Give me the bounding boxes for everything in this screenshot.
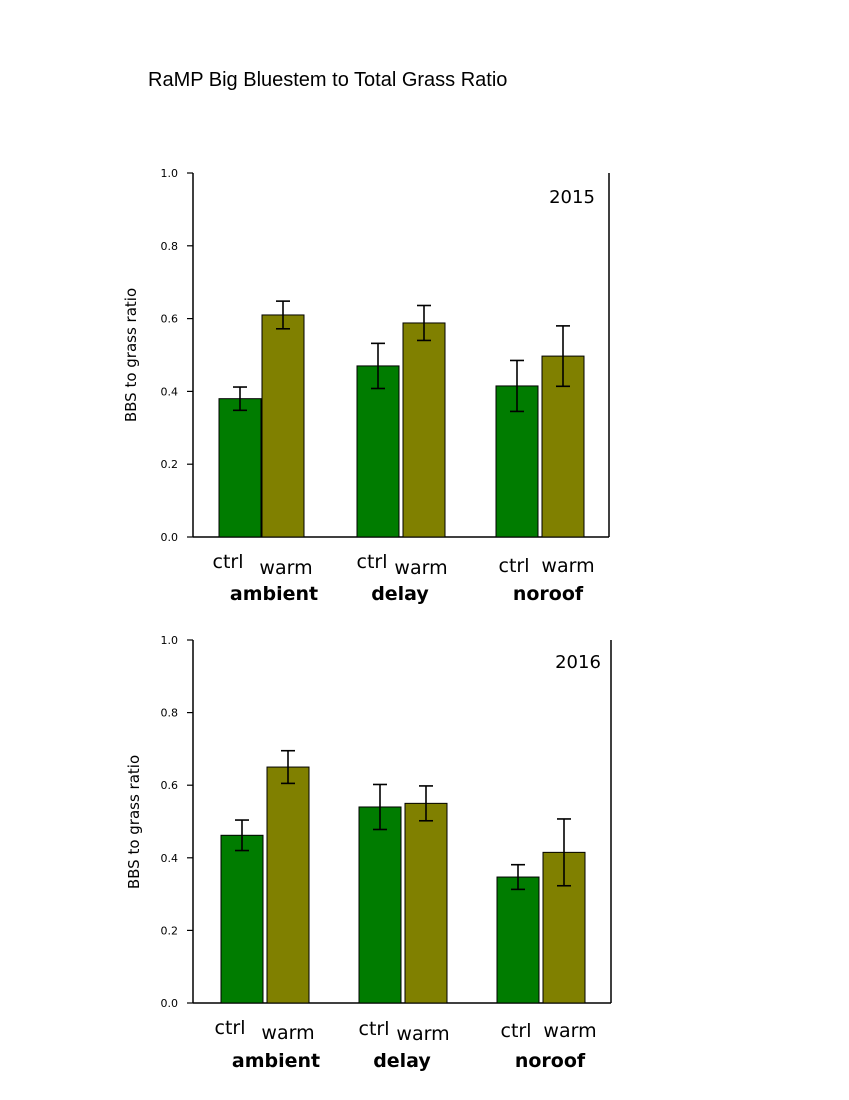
y-tick-label: 1.0 xyxy=(161,634,179,647)
x-group-label-noroof: noroof xyxy=(515,1050,586,1072)
x-sublabel-warm: warm xyxy=(259,557,312,579)
panel-year-label: 2016 xyxy=(555,652,601,673)
chart-panel-2016: 0.0 0.2 0.4 0.6 0.8 1.0 BBS to grass ratio 2016… xyxy=(125,634,612,1072)
x-group-label-noroof: noroof xyxy=(513,583,584,605)
panel-year-label: 2015 xyxy=(549,187,595,208)
y-tick-label: 0.4 xyxy=(161,385,179,398)
bar-ambient-warm xyxy=(266,766,310,1004)
chart-panel-2015: 0.0 0.2 0.4 0.6 0.8 1.0 BBS to grass ratio 2015… xyxy=(122,167,610,605)
x-sublabel-warm: warm xyxy=(261,1022,314,1044)
chart-title: RaMP Big Bluestem to Total Grass Ratio xyxy=(148,69,507,91)
y-axis-label: BBS to grass ratio xyxy=(122,288,140,422)
y-tick-label: 1.0 xyxy=(161,167,179,180)
bar-ambient-ctrl xyxy=(218,398,262,538)
y-tick-label: 0.0 xyxy=(161,997,179,1010)
bar-ambient-warm xyxy=(261,314,305,538)
x-group-label-ambient: ambient xyxy=(232,1050,320,1072)
bar-noroof-ctrl xyxy=(496,876,540,1004)
bar-delay-ctrl xyxy=(358,806,402,1004)
y-tick-label: 0.8 xyxy=(161,240,179,253)
x-sublabel-ctrl: ctrl xyxy=(359,1018,390,1040)
x-sublabel-ctrl: ctrl xyxy=(501,1020,532,1042)
x-group-label-delay: delay xyxy=(371,583,429,605)
x-sublabel-ctrl: ctrl xyxy=(357,551,388,573)
y-tick-label: 0.6 xyxy=(161,779,179,792)
y-tick-label: 0.4 xyxy=(161,852,179,865)
bar-ambient-ctrl xyxy=(220,834,264,1004)
x-sublabel-warm: warm xyxy=(543,1020,596,1042)
bar-delay-ctrl xyxy=(356,365,400,538)
y-tick-label: 0.6 xyxy=(161,313,179,326)
x-sublabel-ctrl: ctrl xyxy=(215,1017,246,1039)
x-sublabel-warm: warm xyxy=(394,557,447,579)
x-group-label-delay: delay xyxy=(373,1050,431,1072)
bar-delay-warm xyxy=(404,802,448,1004)
y-tick-label: 0.0 xyxy=(161,531,179,544)
y-tick-label: 0.2 xyxy=(161,924,179,937)
x-group-label-ambient: ambient xyxy=(230,583,318,605)
x-sublabel-warm: warm xyxy=(396,1023,449,1045)
x-sublabel-warm: warm xyxy=(541,555,594,577)
x-sublabel-ctrl: ctrl xyxy=(499,555,530,577)
bar-delay-warm xyxy=(402,322,446,538)
x-sublabel-ctrl: ctrl xyxy=(213,551,244,573)
y-tick-label: 0.8 xyxy=(161,707,179,720)
y-axis-label: BBS to grass ratio xyxy=(125,755,143,889)
chart-panels: 0.0 0.2 0.4 0.6 0.8 1.0 BBS to grass ratio 2015… xyxy=(122,167,612,1072)
bar-noroof-ctrl xyxy=(495,385,539,538)
y-tick-label: 0.2 xyxy=(161,458,179,471)
